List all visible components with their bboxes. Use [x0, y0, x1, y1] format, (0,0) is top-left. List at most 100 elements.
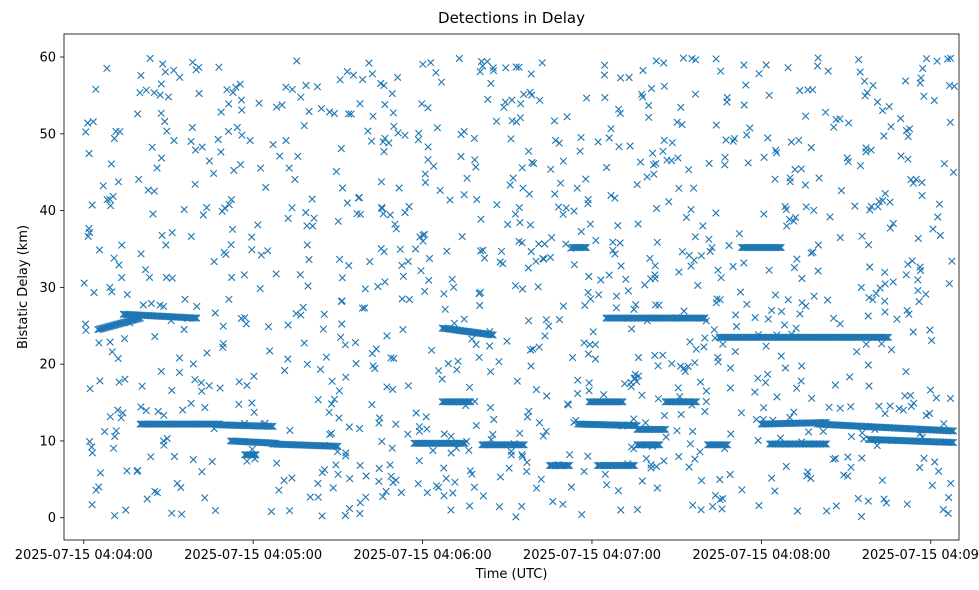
data-point — [276, 152, 284, 160]
data-point — [109, 321, 118, 330]
data-point — [108, 288, 116, 296]
data-point — [419, 237, 427, 245]
data-point — [908, 257, 916, 265]
data-point — [332, 167, 341, 176]
data-point — [392, 225, 400, 233]
data-point — [288, 204, 296, 212]
data-point — [327, 400, 336, 408]
data-point — [700, 343, 708, 351]
data-point — [916, 263, 924, 271]
data-point — [480, 254, 489, 262]
data-point — [801, 181, 810, 189]
data-point — [319, 325, 328, 333]
data-point — [454, 357, 462, 365]
data-point — [517, 441, 526, 449]
data-point — [616, 109, 624, 118]
data-point — [649, 161, 658, 169]
data-point — [928, 481, 936, 490]
data-point — [796, 310, 804, 318]
data-point — [162, 273, 171, 282]
data-point — [918, 191, 926, 200]
data-point — [111, 321, 119, 329]
data-point — [869, 296, 877, 304]
data-point — [847, 463, 855, 471]
data-point — [906, 391, 915, 400]
data-point — [507, 451, 516, 459]
data-point — [579, 243, 588, 252]
data-point — [881, 189, 889, 198]
data-point — [393, 73, 402, 82]
data-point — [665, 198, 673, 206]
data-point — [243, 457, 251, 465]
data-point — [652, 57, 660, 65]
data-point — [798, 274, 806, 283]
x-axis: 2025-07-15 04:04:00 2025-07-15 04:05:00 20… — [15, 540, 979, 563]
data-point — [178, 510, 186, 518]
data-point — [824, 67, 832, 75]
data-point — [241, 314, 249, 322]
data-point — [751, 388, 759, 396]
y-tick-label: 0 — [48, 511, 56, 526]
data-point — [881, 297, 889, 305]
data-point — [697, 506, 705, 514]
data-point — [352, 359, 360, 368]
data-point — [349, 71, 358, 79]
data-point — [687, 205, 695, 214]
data-point — [106, 413, 114, 421]
data-point — [476, 67, 484, 76]
data-point — [466, 467, 474, 475]
data-point — [685, 166, 693, 174]
data-point — [142, 406, 150, 415]
data-point — [414, 136, 423, 144]
data-point — [731, 311, 740, 319]
data-point — [367, 137, 376, 145]
data-point — [285, 507, 294, 515]
data-point — [470, 134, 479, 143]
data-point — [926, 326, 934, 334]
data-point — [153, 164, 161, 172]
data-point — [675, 452, 683, 461]
data-point — [865, 294, 873, 302]
data-point — [199, 211, 207, 219]
data-point — [227, 195, 236, 204]
data-point — [330, 109, 339, 118]
data-point — [150, 187, 158, 195]
data-point — [948, 427, 956, 435]
data-point — [619, 398, 627, 406]
data-point — [630, 415, 638, 423]
data-point — [795, 136, 803, 144]
data-point — [361, 285, 369, 293]
data-point — [420, 230, 429, 239]
data-point — [612, 304, 621, 312]
data-point — [634, 353, 643, 362]
data-point — [85, 228, 94, 237]
data-point — [179, 406, 187, 414]
y-tick-label: 40 — [39, 204, 56, 219]
data-point — [609, 246, 617, 255]
data-point — [224, 127, 233, 136]
data-point — [866, 206, 874, 214]
data-point — [528, 91, 536, 99]
data-point — [440, 492, 448, 500]
data-point — [473, 195, 481, 204]
data-point — [736, 288, 745, 296]
data-point — [721, 441, 729, 449]
data-point — [332, 442, 341, 450]
data-point — [508, 96, 516, 104]
data-point — [447, 506, 455, 514]
data-point — [791, 165, 799, 174]
data-point — [885, 102, 893, 111]
data-point — [468, 335, 476, 343]
data-point — [401, 208, 409, 217]
data-point — [565, 461, 574, 470]
data-point — [691, 233, 700, 241]
data-point — [836, 115, 844, 123]
data-point — [465, 502, 474, 510]
data-point — [893, 315, 901, 323]
data-point — [388, 89, 396, 98]
data-point — [909, 328, 917, 336]
data-point — [837, 186, 846, 195]
data-point — [81, 320, 90, 328]
data-point — [768, 306, 776, 315]
data-point — [523, 458, 531, 467]
